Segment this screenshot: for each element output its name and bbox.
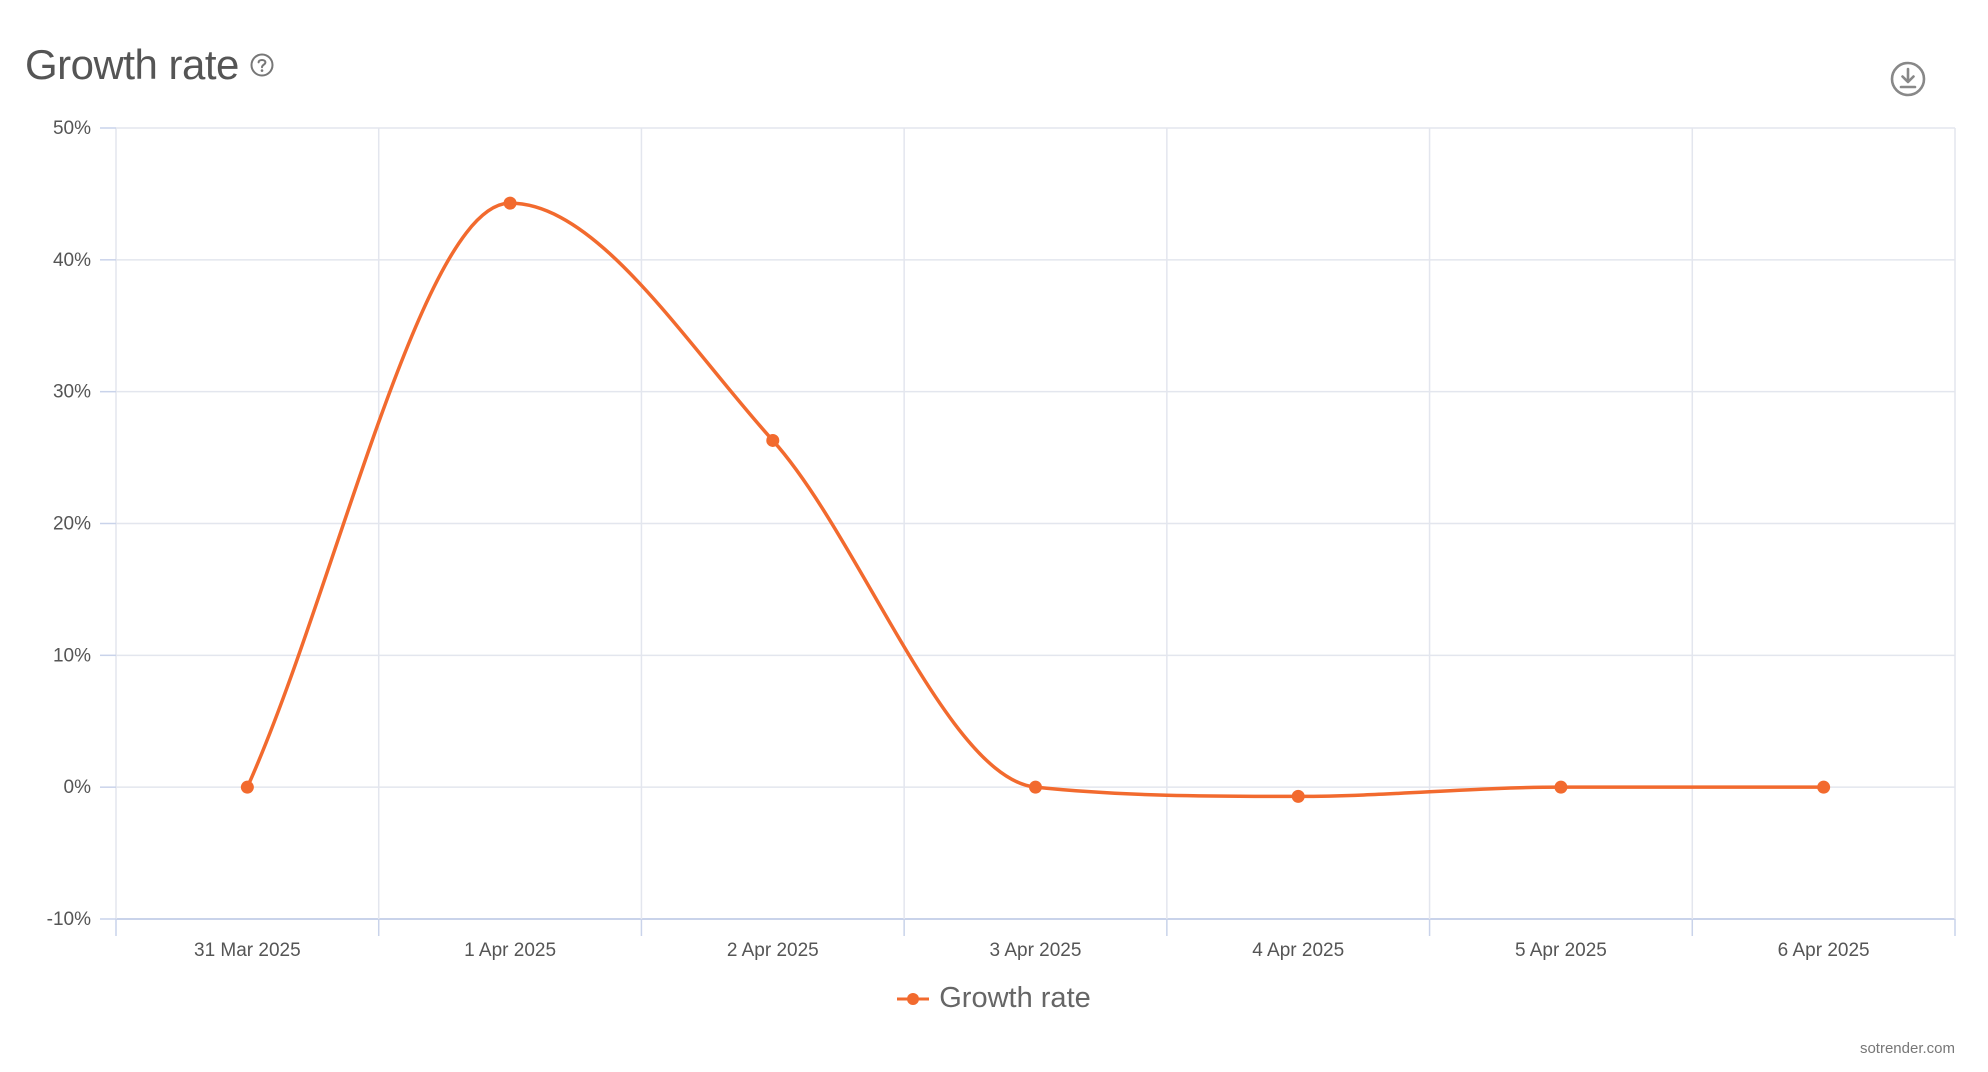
data-point[interactable] bbox=[503, 196, 517, 210]
series-line bbox=[245, 201, 1826, 799]
data-point[interactable] bbox=[1817, 780, 1831, 794]
y-tick-label: 20% bbox=[53, 514, 91, 535]
x-tick-label: 3 Apr 2025 bbox=[990, 940, 1082, 961]
chart-title: Growth rate bbox=[25, 41, 239, 88]
credit-link[interactable]: sotrender.com bbox=[1859, 1040, 1955, 1057]
y-tick-label: 40% bbox=[53, 250, 91, 271]
grid bbox=[115, 127, 1956, 920]
x-tick-label: 31 Mar 2025 bbox=[194, 940, 301, 961]
y-tick-label: 50% bbox=[53, 118, 91, 139]
data-point[interactable] bbox=[1554, 780, 1568, 794]
chart-header: Growth rate bbox=[25, 30, 275, 100]
download-circle-icon bbox=[1890, 61, 1926, 97]
question-circle-icon[interactable] bbox=[249, 52, 275, 78]
y-tick-label: 0% bbox=[64, 777, 92, 798]
x-tick-label: 6 Apr 2025 bbox=[1778, 940, 1870, 961]
data-point[interactable] bbox=[1291, 789, 1305, 803]
series-growth-rate bbox=[240, 196, 1831, 803]
data-point[interactable] bbox=[766, 433, 780, 447]
y-tick-label: 10% bbox=[53, 645, 91, 666]
legend-item-growth-rate[interactable]: Growth rate bbox=[0, 982, 1988, 1015]
data-point[interactable] bbox=[240, 780, 254, 794]
legend-label: Growth rate bbox=[939, 982, 1091, 1014]
download-button[interactable] bbox=[1889, 60, 1927, 98]
x-tick-label: 2 Apr 2025 bbox=[727, 940, 819, 961]
y-tick-label: -10% bbox=[47, 909, 91, 930]
axes: 50% 40% 30% 20% 10% 0% -10% 31 Mar 2025 1 Apr 20… bbox=[47, 118, 1956, 961]
legend-marker-icon bbox=[897, 992, 930, 1005]
y-tick-label: 30% bbox=[53, 382, 91, 403]
x-tick-label: 4 Apr 2025 bbox=[1252, 940, 1344, 961]
x-tick-label: 1 Apr 2025 bbox=[464, 940, 556, 961]
data-point[interactable] bbox=[1029, 780, 1042, 794]
x-tick-label: 5 Apr 2025 bbox=[1515, 940, 1607, 961]
